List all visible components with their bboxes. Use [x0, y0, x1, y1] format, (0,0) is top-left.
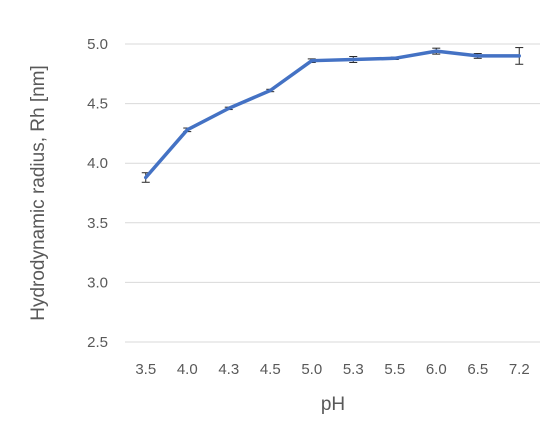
- x-tick-label: 7.2: [509, 361, 530, 378]
- x-axis-title: pH: [321, 394, 345, 415]
- x-tick-label: 4.0: [177, 361, 198, 378]
- y-axis-ticks: 2.5 3.0 3.5 4.0 4.5 5.0: [87, 36, 108, 351]
- gridlines: [125, 43, 540, 343]
- series-line: [144, 49, 521, 180]
- x-tick-label: 5.5: [384, 361, 405, 378]
- x-tick-label: 5.0: [301, 361, 322, 378]
- x-tick-label: 4.5: [260, 361, 281, 378]
- y-tick-label: 4.5: [87, 96, 108, 113]
- y-tick-label: 4.0: [87, 155, 108, 172]
- x-tick-label: 6.0: [426, 361, 447, 378]
- error-bars: [141, 47, 524, 183]
- y-tick-label: 3.5: [87, 215, 108, 232]
- series-layer: [144, 49, 521, 180]
- x-tick-label: 3.5: [135, 361, 156, 378]
- y-tick-label: 5.0: [87, 36, 108, 53]
- y-tick-label: 2.5: [87, 334, 108, 351]
- y-axis-title: Hydrodynamic radius, Rh [nm]: [28, 65, 49, 321]
- x-tick-label: 4.3: [218, 361, 239, 378]
- x-axis-ticks: 3.5 4.0 4.3 4.5 5.0 5.3 5.5 6.0 6.5 7.2: [135, 361, 529, 378]
- x-tick-label: 5.3: [343, 361, 364, 378]
- x-tick-label: 6.5: [467, 361, 488, 378]
- y-tick-label: 3.0: [87, 274, 108, 291]
